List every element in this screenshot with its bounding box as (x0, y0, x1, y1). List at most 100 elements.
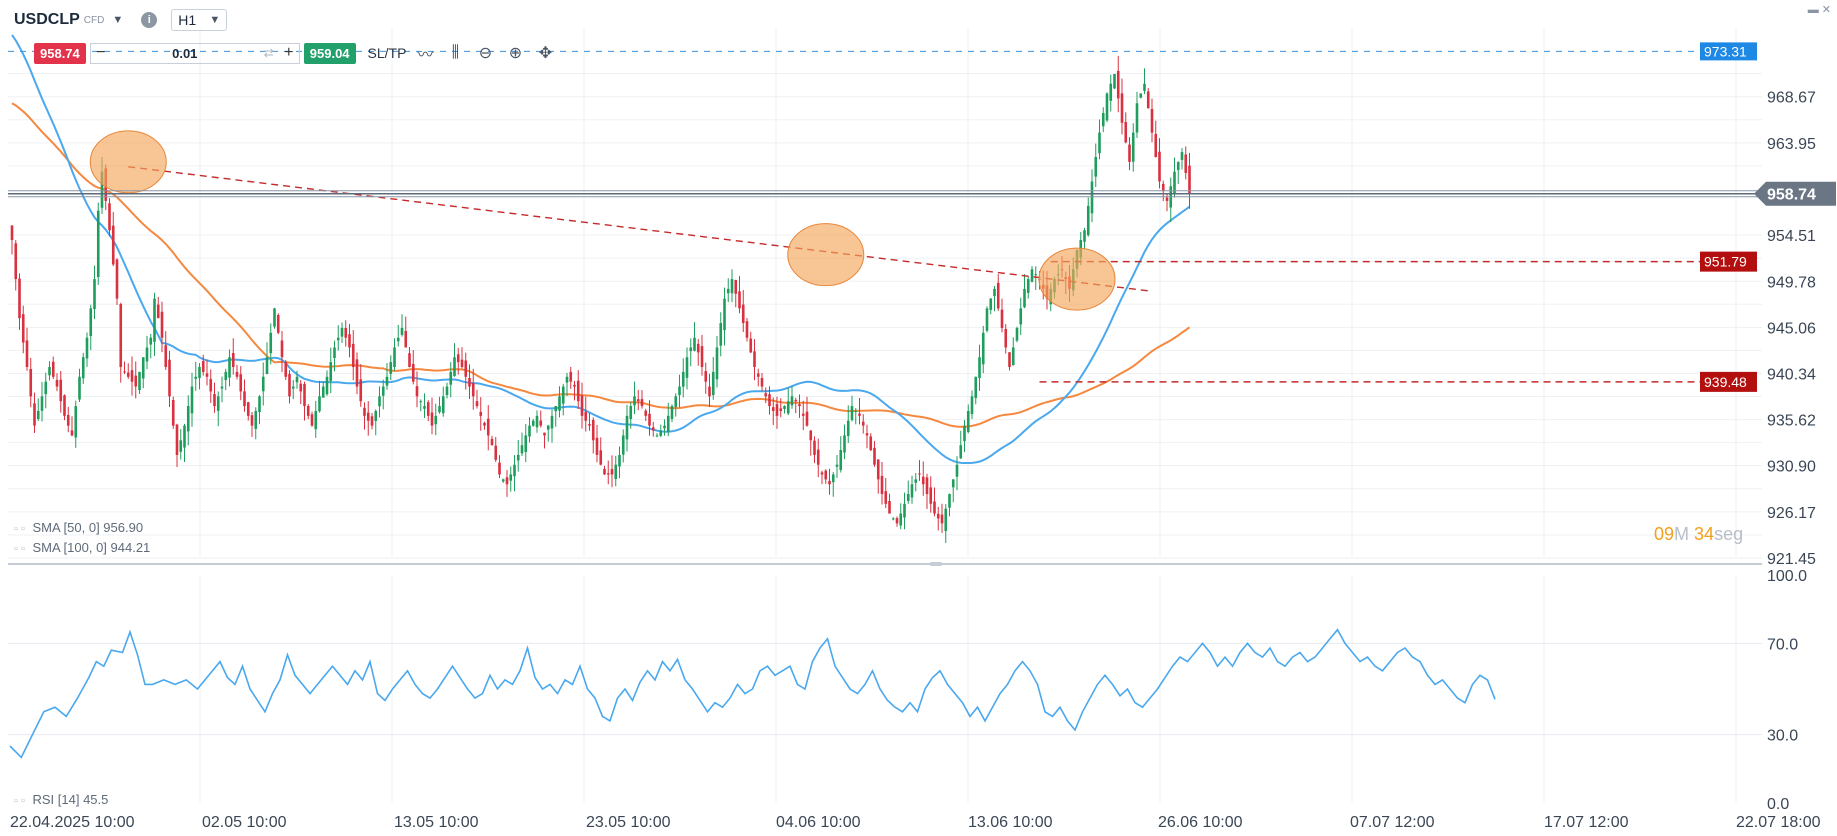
swap-icon[interactable]: ⇄ (263, 46, 274, 60)
sltp-button[interactable]: SL/TP (367, 45, 407, 61)
candle-bear (1124, 121, 1128, 143)
info-icon[interactable]: i (141, 12, 158, 28)
level-price-label: 951.79 (1704, 254, 1747, 270)
candle-bear (996, 282, 1000, 309)
candle-bull (783, 406, 786, 409)
level-price-label: 939.48 (1704, 374, 1747, 390)
sma50-legend[interactable]: ▫ ▫ SMA [50, 0] 956.90 (14, 520, 143, 535)
candle-bear (344, 327, 348, 338)
line-chart-icon[interactable]: 〰 (417, 47, 434, 64)
candle-bull (389, 362, 393, 374)
candle-bear (603, 468, 606, 475)
candle-bear (213, 394, 216, 407)
candle-bear (801, 413, 805, 416)
chevron-down-icon[interactable]: ▼ (112, 14, 124, 26)
grid-lines (8, 28, 1762, 803)
candle-bull (438, 406, 441, 413)
buy-button[interactable]: 959.04 (303, 42, 356, 64)
timeframe-select[interactable]: H1 ▼ (171, 9, 228, 31)
candle-bear (370, 416, 374, 426)
price-tick-label: 935.62 (1767, 413, 1816, 430)
candle-bull (449, 371, 453, 385)
decrease-quantity-button[interactable]: − (96, 44, 106, 61)
window-controls[interactable]: ▬ ✕ (1808, 3, 1831, 16)
increase-quantity-button[interactable]: + (284, 44, 294, 61)
price-tick-label: 945.06 (1767, 320, 1816, 337)
minimize-icon[interactable]: ▬ (1807, 4, 1819, 16)
candle-bear (471, 383, 475, 397)
candle-bull (138, 371, 141, 391)
candle-bull (340, 327, 344, 337)
candle-bull (1023, 288, 1026, 308)
candle-bull (625, 415, 629, 440)
rsi-legend[interactable]: ▫ ▫ RSI [14] 45.5 (14, 792, 108, 807)
candle-bear (884, 491, 888, 504)
quantity-field[interactable]: 0.01 (172, 45, 198, 61)
candle-bull (445, 386, 449, 396)
candle-bear (299, 383, 303, 392)
highlight-marker (787, 223, 865, 287)
candles-icon[interactable]: ⫼ (451, 44, 460, 61)
sma100-legend-text: SMA [100, 0] 944.21 (32, 540, 151, 555)
candle-bull (381, 386, 385, 396)
candle-bear (861, 421, 865, 426)
candle-bull (850, 406, 854, 420)
candle-bear (415, 386, 419, 397)
quantity-stepper[interactable]: − 0.01 ⇄ + (89, 42, 300, 64)
candle-bear (168, 359, 171, 397)
candle-bull (295, 376, 299, 383)
candle-bear (483, 422, 486, 426)
candle-bull (1135, 103, 1139, 133)
candle-bull (273, 308, 276, 327)
candle-bear (70, 430, 74, 436)
candle-bear (250, 415, 254, 426)
candle-bull (258, 396, 261, 413)
candle-bear (708, 386, 711, 397)
visibility-icon[interactable]: ▫ ▫ (14, 795, 25, 807)
sma50-legend-text: SMA [50, 0] 956.90 (32, 520, 144, 535)
candle-bull (434, 415, 438, 425)
candle-bear (21, 314, 25, 343)
close-icon[interactable]: ✕ (1821, 4, 1831, 16)
zoom-in-icon[interactable]: ⊕ (508, 45, 523, 62)
candle-bull (914, 479, 918, 483)
candle-bull (190, 386, 194, 414)
candle-bull (141, 357, 145, 379)
visibility-icon[interactable]: ▫ ▫ (14, 523, 25, 535)
candle-bull (565, 376, 569, 383)
candle-bear (411, 364, 415, 382)
candle-bull (453, 357, 456, 376)
candle-bull (1180, 152, 1184, 160)
candle-bear (809, 430, 813, 441)
candle-bull (81, 357, 85, 379)
price-tick-label: 940.34 (1767, 366, 1816, 383)
candle-bear (408, 353, 411, 368)
symbol-name[interactable]: USDCLP (14, 11, 80, 28)
candle-bull (681, 371, 685, 387)
candle-bear (175, 424, 179, 455)
candle-bear (310, 414, 314, 426)
price-tick-label: 968.67 (1767, 90, 1816, 107)
time-tick-label: 23.05 10:00 (586, 814, 671, 831)
zoom-out-icon[interactable]: ⊖ (478, 45, 493, 62)
candle-bear (348, 334, 351, 348)
candle-bear (610, 468, 614, 475)
visibility-icon[interactable]: ▫ ▫ (14, 543, 25, 555)
candle-bull (329, 362, 333, 381)
candle-bear (239, 374, 243, 392)
candle-bear (700, 346, 704, 368)
candle-bear (205, 373, 209, 377)
candle-bull (719, 323, 723, 346)
timeframe-value: H1 (178, 12, 197, 28)
highlight-marker (1038, 247, 1116, 311)
candle-bull (516, 454, 520, 461)
move-icon[interactable]: ✥ (538, 45, 553, 62)
sell-button[interactable]: 958.74 (34, 42, 86, 64)
candle-bear (798, 404, 801, 407)
sma100-legend[interactable]: ▫ ▫ SMA [100, 0] 944.21 (14, 540, 150, 555)
candle-bull (835, 464, 839, 467)
candle-bull (261, 376, 265, 392)
candle-bear (595, 437, 599, 455)
candle-bear (464, 360, 468, 377)
